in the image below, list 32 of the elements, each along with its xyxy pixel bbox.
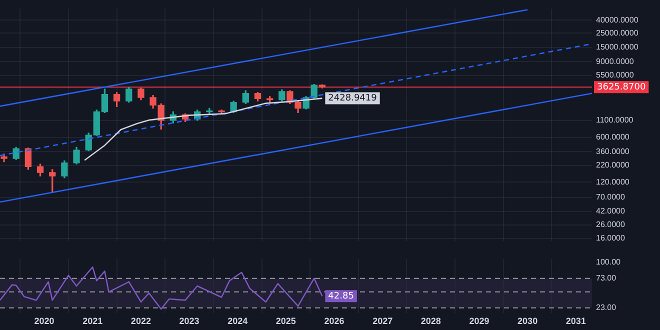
y-tick-label: 1100.0000 <box>596 116 634 125</box>
x-tick-label: 2024 <box>228 316 248 326</box>
y-tick-label: 600.0000 <box>596 132 630 142</box>
y-tick-label: 360.0000 <box>596 146 630 156</box>
y-tick-label: 40000.0000 <box>596 15 639 24</box>
y-tick-label: 16.0000 <box>596 234 626 243</box>
x-tick-label: 2021 <box>82 316 103 326</box>
x-tick-label: 2022 <box>130 316 151 326</box>
x-tick-label: 2029 <box>469 316 490 326</box>
x-tick-label: 2023 <box>179 316 200 326</box>
y-tick-label: 220.0000 <box>596 160 630 170</box>
y-tick-label: 15000.0000 <box>596 42 639 52</box>
y-tick-label: 23.00 <box>596 303 617 312</box>
y-tick-label: 26.0000 <box>596 220 626 230</box>
y-tick-label: 70.0000 <box>596 192 626 202</box>
x-tick-label: 2031 <box>566 316 586 326</box>
annotation: 42.85 <box>328 291 354 302</box>
y-tick-label: 73.00 <box>596 274 617 283</box>
y-tick-label: 25000.0000 <box>596 28 639 38</box>
y-tick-label: 100.00 <box>596 258 622 267</box>
x-tick-label: 2027 <box>372 316 393 326</box>
x-tick-label: 2026 <box>324 316 344 326</box>
y-tick-label: 9000.0000 <box>596 56 634 66</box>
x-tick-label: 2020 <box>34 316 54 326</box>
y-tick-label: 42.0000 <box>596 206 626 216</box>
ref-line-label: 3625.8700 <box>597 82 646 92</box>
y-tick-label: 120.0000 <box>596 177 630 186</box>
x-tick-label: 2025 <box>276 316 296 326</box>
annotation: 2428.9419 <box>328 94 378 104</box>
y-tick-label: 5500.0000 <box>596 70 634 80</box>
x-tick-label: 2030 <box>518 316 538 326</box>
x-tick-label: 2028 <box>420 316 441 326</box>
